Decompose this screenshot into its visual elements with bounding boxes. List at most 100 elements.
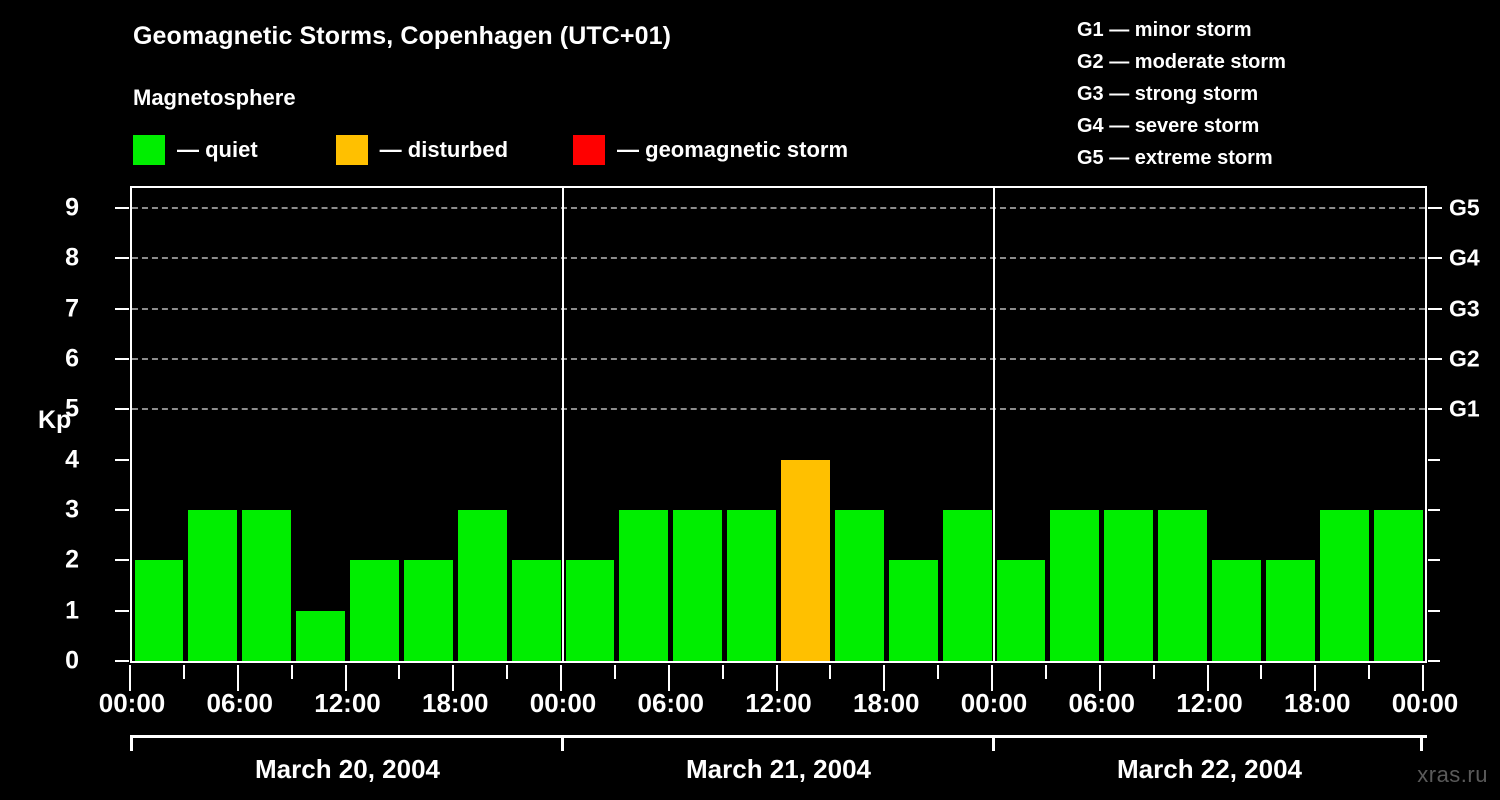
x-tick-label: 18:00 [1284, 688, 1351, 718]
bar [888, 560, 938, 661]
bar [1050, 510, 1100, 661]
bar [296, 610, 345, 661]
x-tick-minor [721, 665, 724, 679]
g-tick-label-g2: G2 [1449, 345, 1480, 372]
y-tick-label-3: 3 [65, 495, 79, 524]
x-tick-major [667, 665, 670, 691]
y-tick-mark-6 [115, 358, 129, 361]
day-label: March 21, 2004 [685, 754, 872, 784]
y-tick-label-5: 5 [65, 394, 79, 423]
x-tick-major [1314, 665, 1317, 691]
y-tick-label-7: 7 [65, 294, 79, 323]
x-tick-major [129, 665, 131, 691]
y-tick-label-0: 0 [65, 646, 79, 675]
legend-label-disturbed: — disturbed [379, 137, 509, 162]
right-minor-tick-1 [1428, 609, 1440, 612]
bar [511, 560, 561, 661]
g-scale-row-g4: G4 — severe storm [1077, 115, 1260, 137]
bracket-tick [130, 735, 133, 751]
x-tick-major [991, 665, 993, 691]
day-separator [993, 188, 995, 661]
bar [457, 510, 507, 661]
x-tick-label: 00:00 [1391, 688, 1459, 718]
g-scale-row-g1: G1 — minor storm [1077, 19, 1252, 41]
x-tick-minor [937, 665, 940, 679]
bar [403, 560, 453, 661]
x-tick-label: 06:00 [637, 688, 705, 718]
right-minor-tick-4 [1428, 458, 1440, 461]
bar [1212, 560, 1261, 661]
x-tick-label: 12:00 [745, 688, 812, 718]
bar [350, 560, 399, 661]
chart-plot-area [130, 186, 1427, 663]
legend-entry-quiet: — quiet [133, 135, 258, 165]
bracket-tick [561, 735, 564, 751]
g-tick-mark-g2 [1428, 358, 1442, 361]
bracket-tick [1420, 735, 1423, 751]
day-label: March 20, 2004 [254, 754, 441, 784]
plot-inner [132, 188, 1425, 661]
quiet-color-swatch [133, 135, 165, 165]
gridline-kp-8 [132, 257, 1425, 260]
g-tick-mark-g4 [1428, 257, 1442, 260]
legend-label-storm: — geomagnetic storm [617, 137, 849, 162]
watermark: xras.ru [1417, 762, 1488, 787]
x-tick-major [1206, 665, 1209, 691]
y-tick-mark-5 [115, 408, 129, 411]
g-tick-label-g5: G5 [1449, 194, 1480, 221]
x-tick-label: 18:00 [853, 688, 920, 718]
legend-label-quiet: — quiet [177, 137, 258, 162]
gridline-kp-5 [132, 408, 1425, 411]
bar [942, 510, 992, 661]
color-legend: — quiet — disturbed — geomagnetic storm [133, 134, 848, 166]
x-tick-major [560, 665, 562, 691]
x-tick-label: 00:00 [98, 688, 166, 718]
x-tick-minor [506, 665, 509, 679]
g-scale-row-g2: G2 — moderate storm [1077, 51, 1286, 73]
x-tick-major [1098, 665, 1101, 691]
bar [781, 459, 830, 661]
gridline-kp-9 [132, 207, 1425, 210]
x-tick-label: 12:00 [314, 688, 381, 718]
bar [1265, 560, 1315, 661]
bar [565, 560, 615, 661]
x-tick-label: 12:00 [1176, 688, 1243, 718]
y-tick-mark-4 [115, 458, 129, 461]
y-tick-label-8: 8 [65, 243, 79, 272]
y-tick-label-9: 9 [65, 193, 79, 222]
g-tick-mark-g3 [1428, 307, 1442, 310]
x-tick-minor [1044, 665, 1047, 679]
y-tick-mark-9 [115, 207, 129, 210]
bar [1104, 510, 1154, 661]
gridline-kp-7 [132, 307, 1425, 310]
bar [996, 560, 1046, 661]
y-tick-mark-7 [115, 307, 129, 310]
y-tick-label-4: 4 [65, 445, 79, 474]
y-axis-title: Kp [38, 406, 72, 434]
y-tick-label-2: 2 [65, 545, 79, 574]
day-brackets [130, 735, 1427, 751]
bar [242, 510, 292, 661]
gridline-kp-6 [132, 358, 1425, 361]
x-tick-minor [398, 665, 401, 679]
g-tick-label-g3: G3 [1449, 295, 1480, 322]
magnetosphere-heading: Magnetosphere [133, 85, 296, 110]
x-tick-label: 18:00 [422, 688, 489, 718]
disturbed-color-swatch [335, 135, 368, 165]
x-tick-major [236, 665, 239, 691]
y-tick-mark-8 [115, 257, 129, 260]
bar [1158, 510, 1207, 661]
x-tick-minor [290, 665, 293, 679]
g-scale-row-g3: G3 — strong storm [1077, 83, 1259, 105]
x-tick-label: 00:00 [960, 688, 1028, 718]
bar [134, 560, 184, 661]
bar [188, 510, 238, 661]
x-tick-label: 06:00 [1068, 688, 1136, 718]
bar [619, 510, 669, 661]
day-separator [562, 188, 564, 661]
right-minor-tick-0 [1428, 660, 1440, 662]
y-tick-label-6: 6 [65, 344, 79, 373]
g-tick-label-g1: G1 [1449, 395, 1480, 422]
y-tick-label-1: 1 [65, 596, 79, 625]
legend-entry-storm: — geomagnetic storm [573, 135, 848, 165]
